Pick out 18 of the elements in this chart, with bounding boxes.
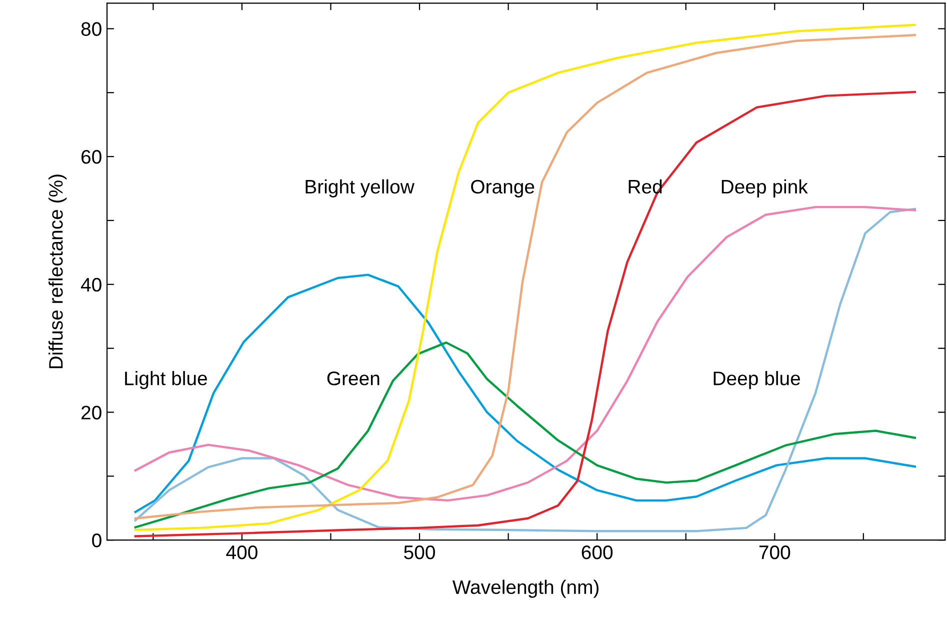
annotation: Light blue <box>125 371 207 390</box>
y-tick-label: 60 <box>82 150 102 164</box>
x-axis-title: Wavelength (nm) <box>452 580 599 598</box>
annotation: Red <box>628 179 662 194</box>
x-tick-label: 700 <box>759 545 790 560</box>
y-tick-label: 80 <box>81 22 102 36</box>
annotation: Bright yellow <box>306 179 414 198</box>
y-tick-label: 20 <box>82 406 102 420</box>
y-axis-title: Diffuse reflectance (%) <box>48 174 67 368</box>
y-tick-label: 0 <box>92 534 102 548</box>
y-tick-label: 40 <box>80 278 102 292</box>
x-tick-label: 600 <box>582 545 613 560</box>
x-tick-label: 400 <box>226 545 258 560</box>
annotation: Orange <box>471 180 534 198</box>
x-tick-label: 500 <box>404 545 435 560</box>
annotation: Green <box>327 372 380 386</box>
annotation: Deep pink <box>722 179 808 198</box>
annotation: Deep blue <box>714 371 800 390</box>
